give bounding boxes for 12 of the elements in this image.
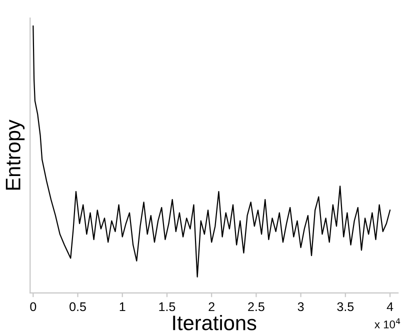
x-tick-label: 0.5: [70, 302, 86, 312]
x-axis-title: Iterations: [173, 314, 256, 330]
x-tick-label: 1: [120, 302, 126, 312]
x-tick-label: 2.5: [248, 302, 264, 312]
y-axis-title: Entropy: [6, 120, 25, 190]
x-tick-label: 3.5: [337, 302, 354, 312]
x-tick-label: 4: [386, 302, 394, 312]
x-tick-label: 1.5: [159, 302, 176, 312]
x-tick-label: 3: [298, 302, 304, 312]
x-tick-label: 0: [30, 302, 36, 312]
text: x 10$^{4}$: [374, 318, 400, 328]
x-tick-label: 2: [208, 302, 214, 312]
